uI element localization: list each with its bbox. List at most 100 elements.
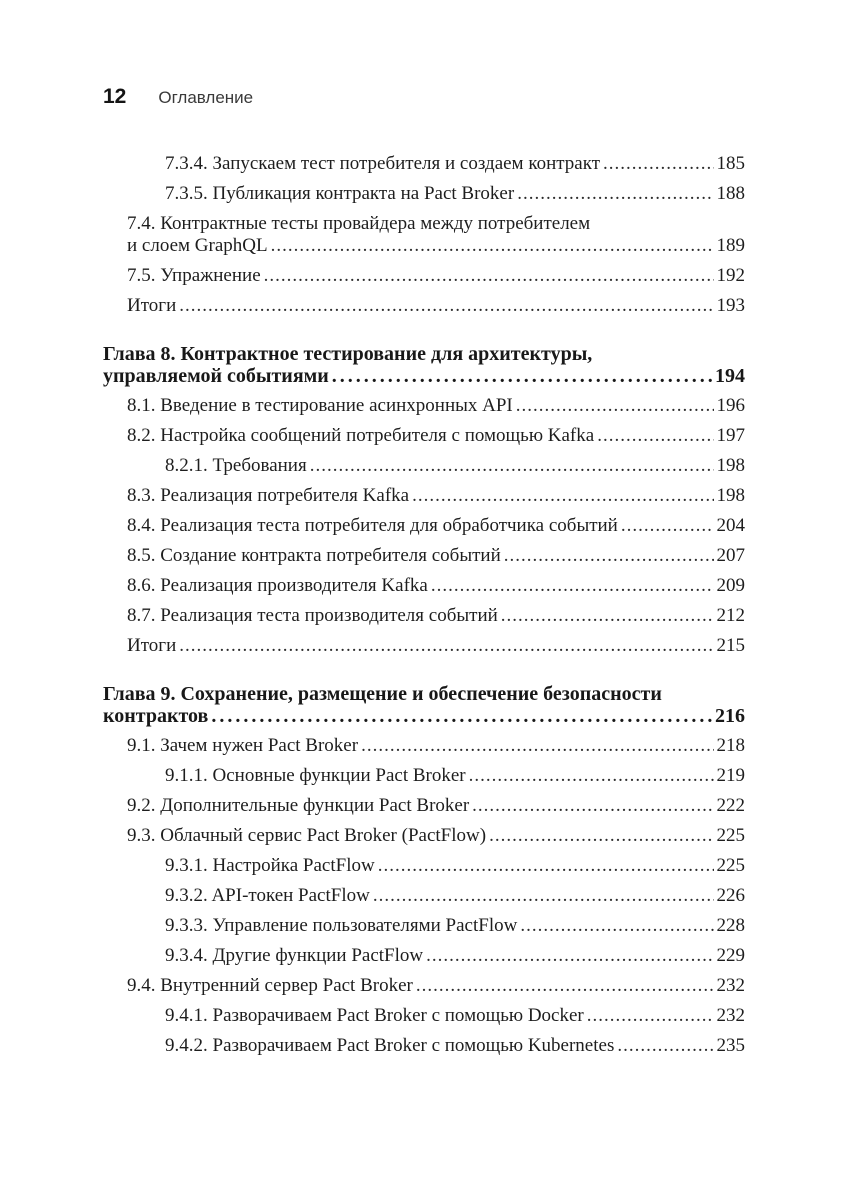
- toc-entry-title: 7.5. Упражнение: [127, 265, 261, 286]
- toc-entry: 8.2. Настройка сообщений потребителя с п…: [127, 425, 745, 447]
- toc-entry-title: 8.5. Создание контракта потребителя собы…: [127, 545, 501, 566]
- toc-page-number: 188: [716, 183, 746, 204]
- toc-entry: 8.1. Введение в тестирование асинхронных…: [127, 395, 745, 417]
- dot-leader: ........................................…: [586, 1005, 714, 1026]
- toc-entry-last-line: 9.2. Дополнительные функции Pact Broker.…: [127, 795, 745, 817]
- toc-entry-title: 7.3.5. Публикация контракта на Pact Brok…: [165, 183, 515, 204]
- toc-entry-title: 8.7. Реализация теста производителя собы…: [127, 605, 498, 626]
- toc-entry-last-line: 9.3. Облачный сервис Pact Broker (PactFl…: [127, 825, 745, 847]
- toc-entry-last-line: 9.4. Внутренний сервер Pact Broker......…: [127, 975, 745, 997]
- dot-leader: ........................................…: [515, 395, 714, 416]
- running-header: 12 Оглавление: [103, 86, 745, 109]
- toc-entry-title: 9.3.4. Другие функции PactFlow: [165, 945, 424, 966]
- toc-page-number: 193: [716, 295, 746, 316]
- toc-entry-title: 9.1.1. Основные функции Pact Broker: [165, 765, 466, 786]
- toc-entry-title: 9.1. Зачем нужен Pact Broker: [127, 735, 359, 756]
- toc-entry: 8.4. Реализация теста потребителя для об…: [127, 515, 745, 537]
- toc-page-number: 198: [716, 485, 746, 506]
- toc-page-number: 207: [716, 545, 746, 566]
- toc-entry-title: 9.2. Дополнительные функции Pact Broker: [127, 795, 470, 816]
- dot-leader: ........................................…: [597, 425, 713, 446]
- toc-page-number: 226: [716, 885, 746, 906]
- toc-entry: 9.3.3. Управление пользователями PactFlo…: [165, 915, 745, 937]
- dot-leader: ........................................…: [179, 635, 714, 656]
- dot-leader: ........................................…: [468, 765, 714, 786]
- toc-entry: 8.6. Реализация производителя Kafka.....…: [127, 575, 745, 597]
- toc-page-number: 192: [716, 265, 746, 286]
- toc-entry: 9.4.2. Разворачиваем Pact Broker с помощ…: [165, 1035, 745, 1057]
- toc-entry-last-line: 8.2. Настройка сообщений потребителя с п…: [127, 425, 745, 447]
- toc-entry-title: Итоги: [127, 295, 177, 316]
- toc-page-number: 219: [716, 765, 746, 786]
- toc-entry-last-line: 9.4.2. Разворачиваем Pact Broker с помощ…: [165, 1035, 745, 1057]
- dot-leader: ........................................…: [361, 735, 713, 756]
- toc-entry-text-line: 7.4. Контрактные тесты провайдера между …: [127, 213, 591, 234]
- toc-entry-last-line: 7.5. Упражнение.........................…: [127, 265, 745, 287]
- toc-entry-text-line: Глава 8. Контрактное тестирование для ар…: [103, 343, 593, 365]
- dot-leader: ........................................…: [309, 455, 714, 476]
- toc-entry: 9.1. Зачем нужен Pact Broker............…: [127, 735, 745, 757]
- dot-leader: ........................................…: [415, 975, 714, 996]
- toc-entry: 8.2.1. Требования.......................…: [165, 455, 745, 477]
- toc-entry-last-line: 8.3. Реализация потребителя Kafka.......…: [127, 485, 745, 507]
- toc-entry-title: 8.4. Реализация теста потребителя для об…: [127, 515, 618, 536]
- toc-page-number: 229: [716, 945, 746, 966]
- toc-entry: 9.4.1. Разворачиваем Pact Broker с помощ…: [165, 1005, 745, 1027]
- toc-entry-title: контрактов: [103, 705, 209, 727]
- toc-entry-last-line: 9.3.4. Другие функции PactFlow..........…: [165, 945, 745, 967]
- toc-chapter-entry: Глава 8. Контрактное тестирование для ар…: [103, 343, 745, 387]
- toc-page-number: 222: [716, 795, 746, 816]
- toc-page-number: 189: [716, 235, 746, 256]
- toc-entry-last-line: 7.3.5. Публикация контракта на Pact Brok…: [165, 183, 745, 205]
- dot-leader: ........................................…: [331, 365, 712, 387]
- dot-leader: ........................................…: [263, 265, 714, 286]
- toc-entry-title: 9.4. Внутренний сервер Pact Broker: [127, 975, 413, 996]
- toc-entry-title: 9.3. Облачный сервис Pact Broker (PactFl…: [127, 825, 487, 846]
- toc-entry: 7.5. Упражнение.........................…: [127, 265, 745, 287]
- toc-page-number: 225: [716, 855, 746, 876]
- toc-entry-last-line: 9.1.1. Основные функции Pact Broker.....…: [165, 765, 745, 787]
- dot-leader: ........................................…: [472, 795, 714, 816]
- toc-entry-title: 7.3.4. Запускаем тест потребителя и созд…: [165, 153, 601, 174]
- dot-leader: ........................................…: [500, 605, 714, 626]
- dot-leader: ........................................…: [270, 235, 714, 256]
- toc-entry-title: 8.2. Настройка сообщений потребителя с п…: [127, 425, 595, 446]
- toc-entry-last-line: управляемой событиями...................…: [103, 365, 745, 387]
- dot-leader: ........................................…: [377, 855, 714, 876]
- toc-page-number: 212: [716, 605, 746, 626]
- toc-entry: Итоги...................................…: [127, 295, 745, 317]
- toc-entry-last-line: 9.1. Зачем нужен Pact Broker............…: [127, 735, 745, 757]
- toc-entry-last-line: контрактов..............................…: [103, 705, 745, 727]
- toc-page-number: 228: [716, 915, 746, 936]
- toc-page-number: 216: [715, 705, 745, 727]
- toc-page-number: 235: [716, 1035, 746, 1056]
- dot-leader: ........................................…: [503, 545, 714, 566]
- toc-entry: 7.3.4. Запускаем тест потребителя и созд…: [165, 153, 745, 175]
- dot-leader: ........................................…: [211, 705, 712, 727]
- toc-entry-title: 8.1. Введение в тестирование асинхронных…: [127, 395, 513, 416]
- dot-leader: ........................................…: [412, 485, 713, 506]
- toc-entry-last-line: Итоги...................................…: [127, 295, 745, 317]
- toc-page-number: 209: [716, 575, 746, 596]
- toc-entry-title: управляемой событиями: [103, 365, 329, 387]
- toc-entry-title: 9.3.3. Управление пользователями PactFlo…: [165, 915, 518, 936]
- toc-entry-last-line: Итоги...................................…: [127, 635, 745, 657]
- dot-leader: ........................................…: [620, 515, 714, 536]
- dot-leader: ........................................…: [603, 153, 713, 174]
- page-number: 12: [103, 85, 127, 108]
- toc-entry-title: 9.4.1. Разворачиваем Pact Broker с помощ…: [165, 1005, 584, 1026]
- dot-leader: ........................................…: [430, 575, 714, 596]
- toc-page-number: 185: [716, 153, 746, 174]
- toc-entry-title: 9.3.2. API-токен PactFlow: [165, 885, 370, 906]
- toc-entry: 8.7. Реализация теста производителя собы…: [127, 605, 745, 627]
- toc-entry: Итоги...................................…: [127, 635, 745, 657]
- toc-entry-title: 9.3.1. Настройка PactFlow: [165, 855, 375, 876]
- toc-page-number: 225: [716, 825, 746, 846]
- toc-page-number: 215: [716, 635, 746, 656]
- toc-page-number: 196: [716, 395, 746, 416]
- toc-entry-text-line: Глава 9. Сохранение, размещение и обеспе…: [103, 683, 662, 705]
- dot-leader: ........................................…: [372, 885, 714, 906]
- toc-entry-last-line: 8.5. Создание контракта потребителя собы…: [127, 545, 745, 567]
- toc-entry: 9.3.2. API-токен PactFlow...............…: [165, 885, 745, 907]
